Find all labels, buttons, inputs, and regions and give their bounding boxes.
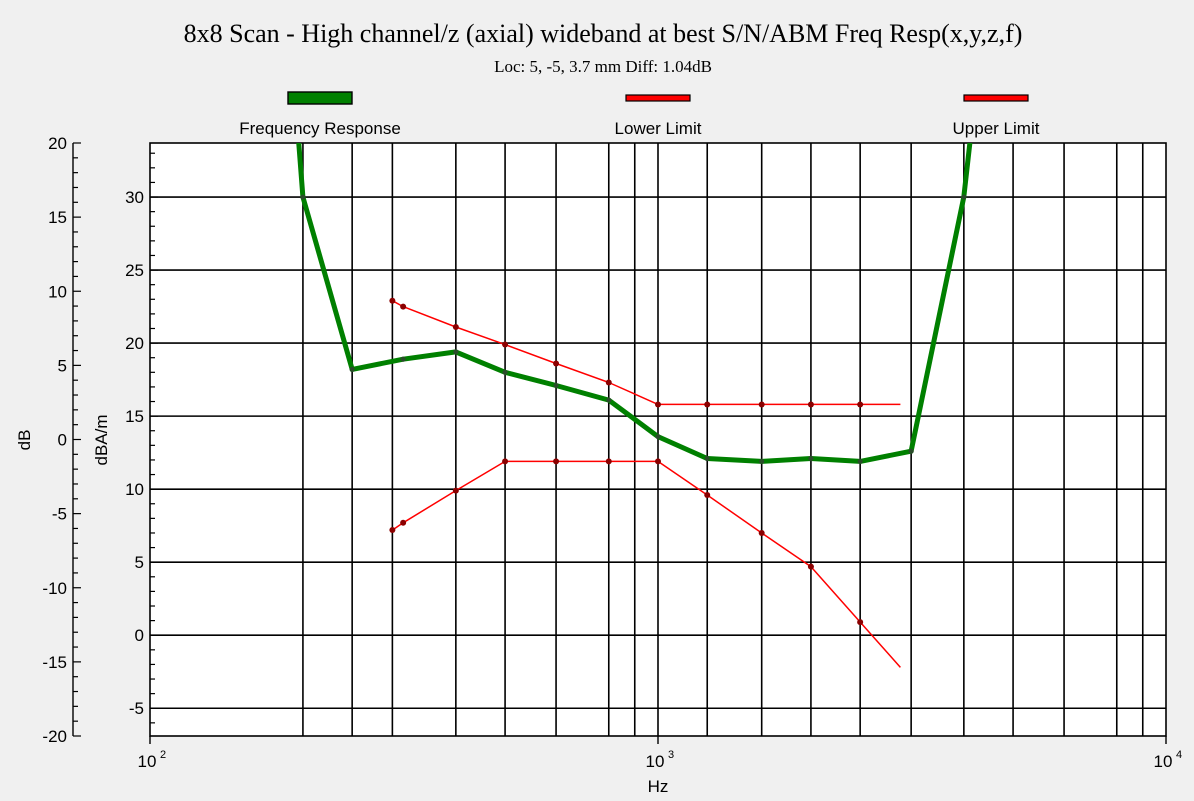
x-tick-label: 10 [646, 752, 665, 771]
y-right-tick-label: 15 [125, 407, 144, 426]
upper-limit-point [400, 303, 407, 310]
legend-swatch-upper-limit [963, 94, 1029, 102]
x-tick-exponent: 2 [160, 749, 166, 761]
y-left-tick-label: 0 [58, 431, 67, 450]
y-right-tick-label: 0 [135, 626, 144, 645]
y-right-tick-label: 20 [125, 334, 144, 353]
legend-label-frequency-response: Frequency Response [239, 119, 401, 138]
lower-limit-point [553, 458, 560, 465]
upper-limit-point [655, 401, 661, 408]
upper-limit-point [704, 401, 711, 408]
upper-limit-point [758, 401, 765, 408]
y-left-tick-label: 20 [48, 134, 67, 153]
upper-limit-line [392, 300, 901, 406]
frequency-response-point [453, 349, 459, 355]
lower-limit-point [389, 527, 396, 534]
frequency-response-point [808, 455, 814, 462]
frequency-response-line [296, 143, 973, 464]
lower-limit-line [391, 460, 901, 668]
y-left-tick-label: -5 [52, 505, 67, 524]
upper-limit-point [807, 401, 814, 408]
lower-limit-point [704, 492, 711, 499]
upper-limit-point [452, 324, 459, 331]
frequency-response-point [349, 366, 355, 372]
frequency-response-point [502, 369, 508, 375]
lower-limit-point [400, 519, 407, 526]
upper-limit-point [605, 379, 612, 386]
lower-limit-point [758, 529, 765, 536]
y-left-tick-label: 5 [58, 356, 67, 375]
y-right-tick-label: 10 [125, 480, 144, 499]
x-axis-label: Hz [648, 777, 669, 796]
frequency-response-point [759, 458, 765, 465]
y-axis-right-label: dBA/m [92, 414, 111, 465]
y-right-tick-label: 25 [125, 261, 144, 280]
frequency-response-point [961, 194, 967, 200]
y-left-tick-label: -15 [42, 653, 67, 672]
x-tick-label: 10 [1154, 752, 1173, 771]
y-left-tick-label: -20 [42, 727, 67, 746]
upper-limit-point [502, 341, 509, 348]
upper-limit-point [389, 297, 396, 304]
lower-limit-point [502, 458, 509, 465]
upper-limit-point [857, 401, 864, 408]
frequency-response-point [857, 458, 863, 465]
chart-title: 8x8 Scan - High channel/z (axial) wideba… [184, 19, 1023, 48]
x-tick-exponent: 4 [1176, 749, 1182, 761]
y-left-tick-label: 10 [48, 282, 67, 301]
legend-swatch-frequency-response [287, 91, 353, 105]
frequency-response-point [655, 433, 661, 440]
frequency-response-point [908, 448, 914, 454]
frequency-response-point [553, 382, 559, 389]
series-lines [296, 143, 973, 668]
frequency-response-point [606, 397, 612, 403]
frequency-response-point [704, 455, 710, 462]
lower-limit-point [807, 563, 814, 570]
lower-limit-point [655, 458, 661, 465]
grid-lines [150, 143, 1166, 736]
legend: Frequency Response Lower Limit Upper Limit [239, 91, 1040, 138]
y-left-tick-label: 15 [48, 208, 67, 227]
x-tick-exponent: 3 [668, 749, 674, 761]
y-axis-left-label: dB [15, 430, 34, 451]
y-right-tick-label: 5 [135, 553, 144, 572]
legend-label-upper-limit: Upper Limit [953, 119, 1040, 138]
frequency-response-point [400, 356, 406, 362]
y-right-tick-label: -5 [129, 699, 144, 718]
chart-subtitle: Loc: 5, -5, 3.7 mm Diff: 1.04dB [494, 57, 712, 76]
legend-swatch-lower-limit [625, 94, 691, 102]
frequency-response-point [300, 194, 306, 200]
y-right-tick-label: 30 [125, 188, 144, 207]
upper-limit-point [553, 360, 560, 367]
lower-limit-point [605, 458, 612, 465]
legend-label-lower-limit: Lower Limit [615, 119, 702, 138]
y-left-tick-label: -10 [42, 579, 67, 598]
x-tick-label: 10 [138, 752, 157, 771]
lower-limit-point [857, 619, 864, 626]
lower-limit-point [452, 487, 459, 494]
